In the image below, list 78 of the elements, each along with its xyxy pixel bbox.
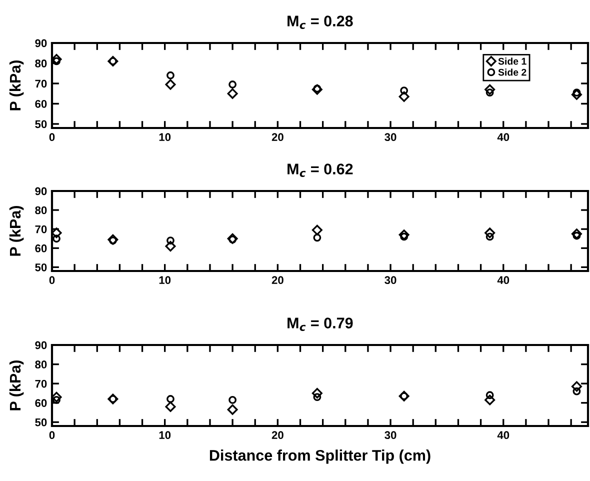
point bbox=[313, 234, 322, 242]
point bbox=[52, 234, 60, 243]
point bbox=[312, 224, 322, 236]
point bbox=[312, 84, 322, 95]
y-tick-label: 70 bbox=[35, 80, 47, 88]
x-tick-label: 10 bbox=[159, 276, 171, 284]
point bbox=[166, 236, 174, 244]
point bbox=[313, 393, 322, 402]
point bbox=[571, 89, 582, 100]
point bbox=[166, 395, 174, 403]
y-tick-label: 50 bbox=[35, 418, 47, 426]
point bbox=[227, 88, 238, 99]
point bbox=[400, 232, 408, 241]
y-tick-label: 90 bbox=[35, 39, 47, 48]
y-tick-label: 80 bbox=[35, 360, 47, 368]
legend-label: Side 2 bbox=[498, 68, 526, 76]
point bbox=[52, 392, 62, 402]
point bbox=[572, 232, 581, 240]
point bbox=[165, 401, 176, 412]
point bbox=[166, 71, 174, 80]
y-tick-label: 80 bbox=[35, 206, 47, 214]
point bbox=[227, 233, 238, 244]
point bbox=[486, 391, 494, 400]
x-tick-label: 0 bbox=[49, 431, 55, 440]
x-axis-title: Distance from Splitter Tip (cm) bbox=[210, 450, 430, 464]
point bbox=[227, 404, 238, 415]
legend-label: Side 1 bbox=[498, 58, 526, 65]
point bbox=[572, 387, 581, 396]
point bbox=[52, 396, 60, 404]
x-tick-label: 30 bbox=[384, 276, 396, 284]
x-tick-label: 10 bbox=[159, 133, 171, 142]
point bbox=[228, 80, 237, 88]
point bbox=[165, 240, 176, 252]
y-tick-label: 60 bbox=[35, 244, 47, 252]
y-axis-title: P (kPa) bbox=[9, 206, 24, 256]
x-tick-label: 40 bbox=[497, 133, 510, 142]
point bbox=[400, 86, 408, 95]
y-tick-label: 60 bbox=[35, 100, 47, 108]
y-tick-label: 90 bbox=[35, 187, 47, 196]
point bbox=[312, 388, 322, 398]
point bbox=[486, 88, 494, 97]
point bbox=[313, 84, 322, 92]
point bbox=[108, 234, 118, 245]
point bbox=[52, 57, 60, 66]
chart-title: M$_{c}$ = 0.62 bbox=[288, 164, 353, 177]
chart-title: M$_{c}$ = 0.28 bbox=[288, 16, 353, 29]
point bbox=[571, 228, 582, 240]
x-tick-label: 0 bbox=[49, 133, 55, 142]
point bbox=[484, 228, 496, 238]
point bbox=[52, 228, 62, 238]
chart-title: M$_{c}$ = 0.79 bbox=[288, 318, 353, 331]
point bbox=[484, 84, 496, 95]
point bbox=[228, 396, 237, 404]
y-tick-label: 90 bbox=[35, 341, 47, 350]
x-tick-label: 20 bbox=[272, 276, 284, 284]
point bbox=[484, 394, 496, 406]
point bbox=[398, 230, 410, 240]
y-tick-label: 60 bbox=[35, 399, 47, 407]
point bbox=[165, 79, 176, 90]
y-axis-title: P (kPa) bbox=[9, 360, 24, 410]
y-tick-label: 80 bbox=[35, 60, 47, 68]
point bbox=[572, 88, 581, 97]
point bbox=[571, 381, 582, 392]
point bbox=[486, 232, 494, 241]
x-tick-label: 30 bbox=[384, 431, 396, 440]
x-tick-label: 20 bbox=[272, 431, 284, 440]
x-tick-label: 20 bbox=[272, 133, 284, 142]
y-axis-title: P (kPa) bbox=[9, 60, 24, 110]
y-tick-label: 50 bbox=[35, 263, 47, 272]
y-tick-label: 50 bbox=[35, 120, 47, 128]
y-tick-label: 70 bbox=[35, 225, 47, 234]
x-tick-label: 30 bbox=[384, 133, 396, 142]
x-tick-label: 0 bbox=[49, 276, 55, 284]
point bbox=[398, 91, 410, 102]
x-tick-label: 10 bbox=[159, 431, 171, 440]
x-tick-label: 40 bbox=[497, 431, 510, 440]
x-tick-label: 40 bbox=[497, 276, 510, 284]
y-tick-label: 70 bbox=[35, 380, 47, 388]
